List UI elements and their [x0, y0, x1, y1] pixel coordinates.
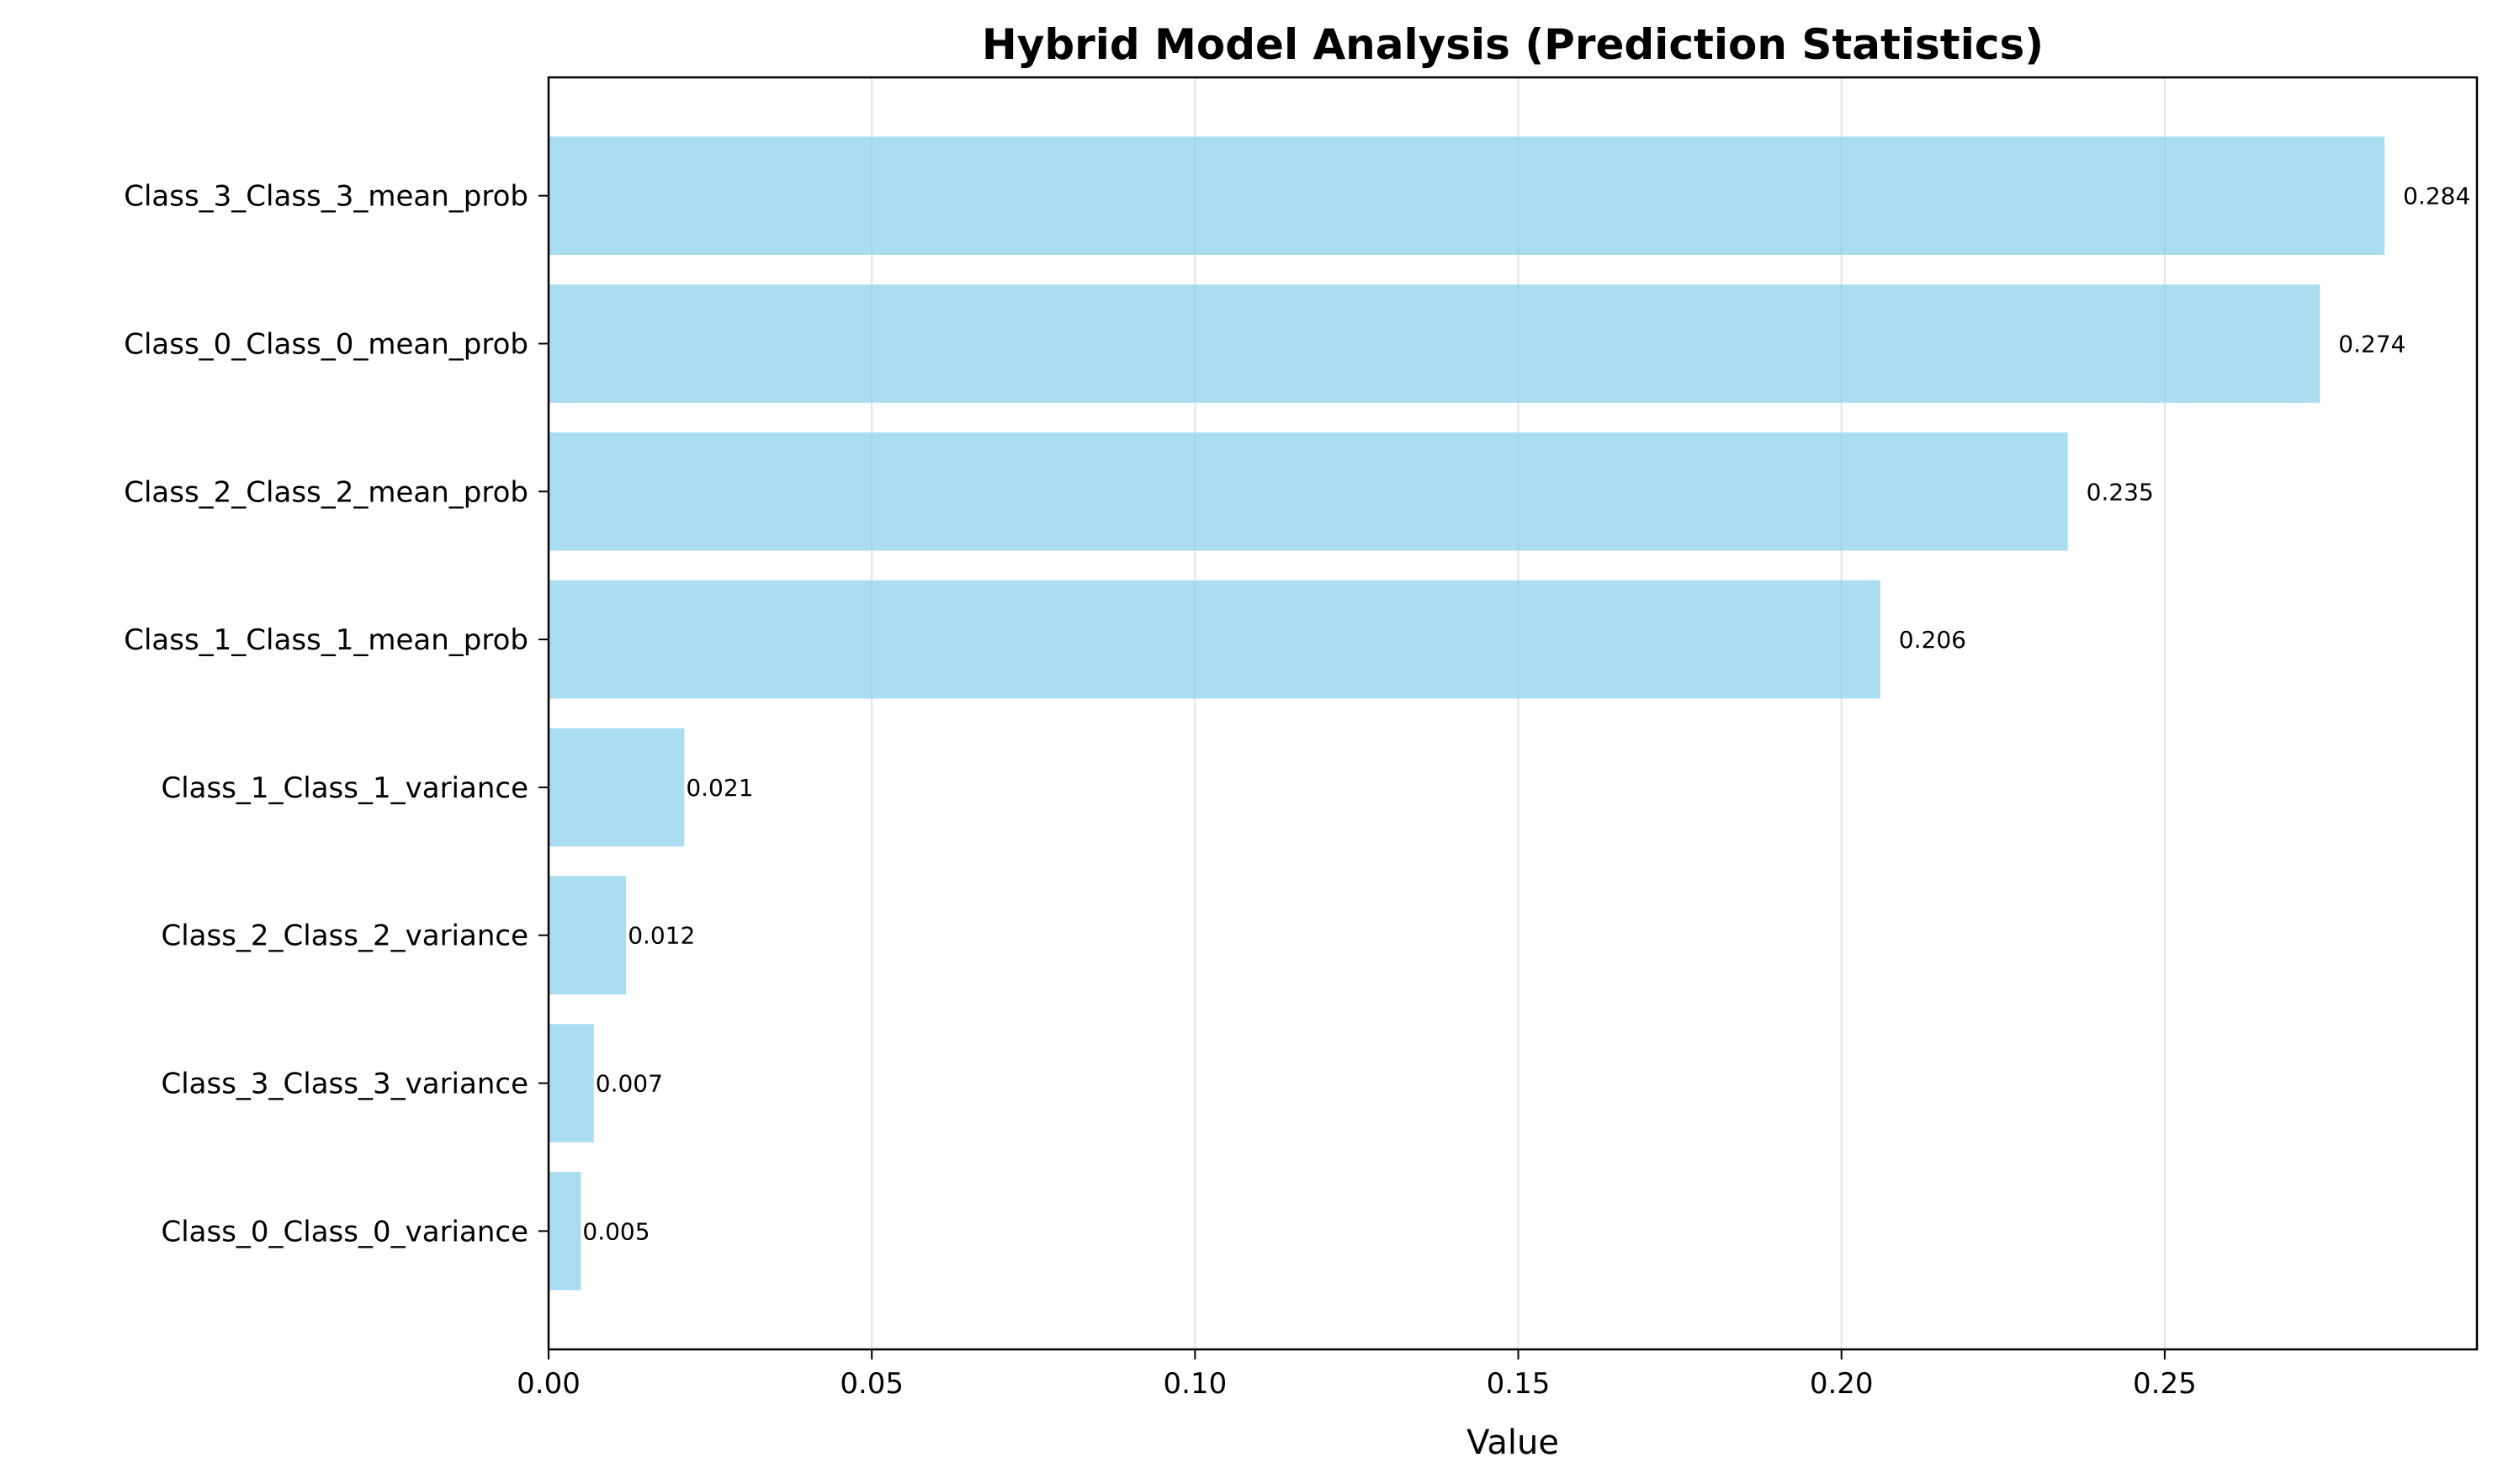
- bar: [549, 432, 2068, 551]
- bar-value-label: 0.005: [582, 1217, 650, 1245]
- chart-title: Hybrid Model Analysis (Prediction Statis…: [982, 20, 2044, 69]
- bars: [549, 136, 2385, 1291]
- y-tick-label: Class_2_Class_2_variance: [161, 920, 528, 953]
- bar: [549, 1024, 594, 1142]
- bar-value-label: 0.206: [1899, 626, 1966, 654]
- bar: [549, 876, 627, 995]
- bar-value-label: 0.284: [2403, 183, 2470, 210]
- x-tick-label: 0.15: [1487, 1367, 1551, 1401]
- bar: [549, 1172, 581, 1291]
- bar: [549, 136, 2385, 255]
- y-tick-label: Class_1_Class_1_mean_prob: [124, 623, 528, 657]
- grid-lines: [548, 77, 2166, 1349]
- y-tick-label: Class_0_Class_0_variance: [161, 1215, 528, 1248]
- bar: [549, 284, 2320, 403]
- x-tick-label: 0.25: [2133, 1367, 2197, 1401]
- bar: [549, 728, 685, 847]
- y-tick-label: Class_1_Class_1_variance: [161, 771, 528, 805]
- x-axis-label: Value: [1466, 1423, 1559, 1462]
- bar: [549, 580, 1880, 699]
- bar-value-label: 0.012: [628, 922, 695, 950]
- y-tick-label: Class_3_Class_3_variance: [161, 1068, 528, 1101]
- x-tick-label: 0.00: [517, 1367, 581, 1401]
- x-tick-label: 0.10: [1164, 1367, 1228, 1401]
- bar-value-label: 0.021: [686, 774, 753, 802]
- plot-frame: [547, 76, 2479, 1351]
- bar-value-label: 0.007: [596, 1070, 663, 1098]
- y-tick-label: Class_3_Class_3_mean_prob: [124, 180, 528, 214]
- data-labels: 0.284 0.274 0.235 0.206 0.021 0.012 0.007 0.005: [582, 183, 2470, 1246]
- x-tick-label: 0.05: [840, 1367, 904, 1401]
- y-tick-label: Class_0_Class_0_mean_prob: [124, 327, 528, 361]
- bar-value-label: 0.274: [2338, 330, 2405, 358]
- bar-value-label: 0.235: [2087, 478, 2154, 506]
- x-tick-label: 0.20: [1810, 1367, 1874, 1401]
- axes: 0.00 0.05 0.10 0.15 0.20 0.25 Class_3_Class_3_…: [124, 180, 2197, 1401]
- y-tick-label: Class_2_Class_2_mean_prob: [124, 475, 528, 509]
